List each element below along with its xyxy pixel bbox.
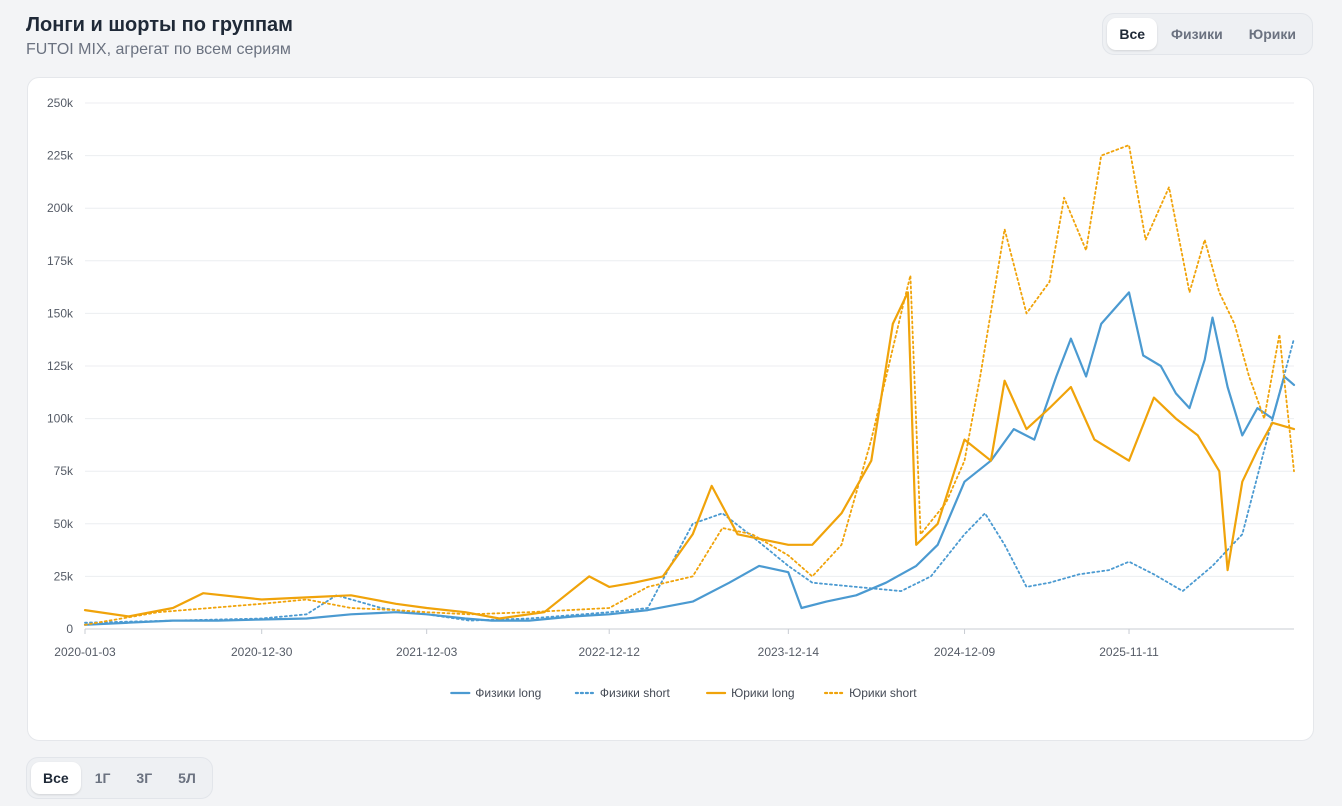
chart-card: 0 25k 50k 75k 100k 125k 150k 175k 200k 225k 250k 2… [27,77,1314,741]
x-tick-label: 2020-12-30 [231,645,293,659]
y-tick-label: 125k [47,359,74,373]
range-tab-1y[interactable]: 1Г [94,770,111,786]
group-filter: Все Физики Юрики [1102,13,1313,55]
legend-label: Физики short [600,686,671,700]
y-tick-label: 175k [47,254,74,268]
x-tick-label: 2025-11-11 [1099,645,1159,659]
y-tick-label: 100k [47,412,74,426]
group-tab-all[interactable]: Все [1107,18,1158,50]
y-axis: 0 25k 50k 75k 100k 125k 150k 175k 200k 225k 250k [47,96,74,636]
series-line-2 [83,291,1296,620]
series-line-3 [84,144,1295,626]
legend-label: Юрики short [849,686,917,700]
y-tick-label: 0 [66,622,73,636]
page-title: Лонги и шорты по группам [26,14,293,36]
range-tab-all[interactable]: Все [31,762,81,794]
y-tick-label: 225k [47,149,74,163]
group-tab-legal-entities[interactable]: Юрики [1248,26,1296,42]
series-line-1 [84,337,1295,624]
x-tick-label: 2024-12-09 [934,645,996,659]
page-subtitle: FUTOI MIX, агрегат по всем сериям [26,41,291,58]
y-tick-label: 50k [54,517,74,531]
y-tick-label: 150k [47,306,74,320]
range-filter: Все 1Г 3Г 5Л [26,757,213,799]
range-tab-5y[interactable]: 5Л [178,770,196,786]
series-line-0 [83,291,1296,626]
x-tick-label: 2020-01-03 [54,645,116,659]
x-tick-label: 2022-12-12 [579,645,641,659]
y-tick-label: 25k [54,569,74,583]
legend: Физики long Физики short Юрики long Юрики s… [450,686,917,700]
grid-lines [85,102,1294,630]
x-tick-label: 2021-12-03 [396,645,458,659]
group-tab-individuals[interactable]: Физики [1171,26,1223,42]
legend-label: Физики long [475,686,541,700]
legend-label: Юрики long [731,686,794,700]
series-lines [83,144,1296,626]
chart: 0 25k 50k 75k 100k 125k 150k 175k 200k 225k 250k 2… [47,96,1296,700]
x-axis: 2020-01-03 2020-12-30 2021-12-03 2022-12-12… [54,629,1159,659]
range-tab-3y[interactable]: 3Г [136,770,153,786]
y-tick-label: 75k [54,464,74,478]
y-tick-label: 250k [47,96,74,110]
x-tick-label: 2023-12-14 [758,645,820,659]
y-tick-label: 200k [47,201,74,215]
header: Лонги и шорты по группам FUTOI MIX, агре… [26,12,293,61]
